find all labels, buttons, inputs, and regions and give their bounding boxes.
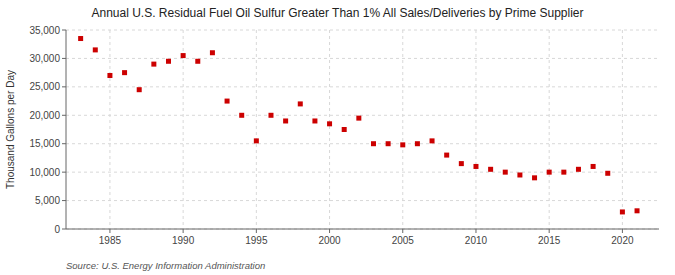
y-tick (62, 58, 66, 59)
y-tick (62, 200, 66, 201)
point (93, 47, 98, 52)
point (298, 101, 303, 106)
grid-line-y (66, 229, 659, 230)
point (137, 87, 142, 92)
x-tick-label: 2010 (465, 235, 488, 246)
grid-line-x (183, 30, 184, 229)
x-tick (183, 229, 184, 233)
point (312, 118, 317, 123)
y-tick-label: 0 (54, 224, 60, 235)
point (225, 99, 230, 104)
point (620, 209, 625, 214)
y-tick (62, 172, 66, 173)
point (78, 36, 83, 41)
grid-line-y (66, 58, 659, 59)
point (547, 170, 552, 175)
y-tick (62, 143, 66, 144)
y-axis-line (66, 30, 67, 229)
x-tick (329, 229, 330, 233)
point (415, 141, 420, 146)
point (386, 141, 391, 146)
point (166, 59, 171, 64)
chart-container: Annual U.S. Residual Fuel Oil Sulfur Gre… (0, 0, 675, 275)
grid-line-x (549, 30, 550, 229)
x-tick (622, 229, 623, 233)
grid-line-y (66, 115, 659, 116)
x-tick (549, 229, 550, 233)
x-tick-label: 2000 (318, 235, 341, 246)
point (488, 167, 493, 172)
point (561, 170, 566, 175)
point (605, 171, 610, 176)
grid-line-x (475, 30, 476, 229)
point (459, 161, 464, 166)
y-axis-label: Thousand Gallons per Day (5, 70, 16, 189)
x-tick-label: 2020 (611, 235, 634, 246)
x-tick (475, 229, 476, 233)
point (532, 175, 537, 180)
grid-line-x (622, 30, 623, 229)
point (342, 127, 347, 132)
point (239, 113, 244, 118)
y-tick (62, 30, 66, 31)
point (503, 170, 508, 175)
point (400, 142, 405, 147)
point (107, 73, 112, 78)
point (122, 70, 127, 75)
point (430, 138, 435, 143)
point (181, 53, 186, 58)
point (635, 208, 640, 213)
x-tick-label: 1985 (99, 235, 122, 246)
grid-line-y (66, 172, 659, 173)
grid-line-x (109, 30, 110, 229)
point (283, 118, 288, 123)
point (444, 153, 449, 158)
axes: 0 5,000 10,000 15,000 20,000 25,000 30,000 35,0… (29, 25, 634, 247)
y-tick-label: 20,000 (29, 110, 60, 121)
point (576, 167, 581, 172)
y-tick-label: 25,000 (29, 81, 60, 92)
point (195, 59, 200, 64)
point (473, 164, 478, 169)
y-tick (62, 115, 66, 116)
grid-line-x (256, 30, 257, 229)
x-tick (256, 229, 257, 233)
title: Annual U.S. Residual Fuel Oil Sulfur Gre… (92, 6, 584, 20)
grid-line-y (66, 200, 659, 201)
grid-line-y (66, 86, 659, 87)
y-tick-label: 10,000 (29, 167, 60, 178)
source: Source: U.S. Energy Information Administ… (66, 260, 265, 271)
grid-line-x (402, 30, 403, 229)
y-tick (62, 86, 66, 87)
y-tick (62, 229, 66, 230)
x-tick-label: 1995 (245, 235, 268, 246)
point (151, 62, 156, 67)
point (591, 164, 596, 169)
x-tick (402, 229, 403, 233)
grid-line-x (329, 30, 330, 229)
y-tick-label: 35,000 (29, 25, 60, 36)
grid (66, 30, 659, 229)
grid-line-y (66, 30, 659, 31)
point (517, 172, 522, 177)
y-tick-label: 30,000 (29, 53, 60, 64)
point (210, 50, 215, 55)
y-tick-label: 15,000 (29, 138, 60, 149)
x-tick-label: 2005 (392, 235, 415, 246)
x-axis-line (66, 229, 659, 230)
point (254, 138, 259, 143)
point (356, 116, 361, 121)
chart: Annual U.S. Residual Fuel Oil Sulfur Gre… (0, 0, 675, 275)
point (268, 113, 273, 118)
grid-line-y (66, 143, 659, 144)
points (78, 36, 639, 214)
x-tick-label: 2015 (538, 235, 561, 246)
x-tick-label: 1990 (172, 235, 195, 246)
x-tick (109, 229, 110, 233)
point (371, 141, 376, 146)
y-tick-label: 5,000 (35, 195, 60, 206)
point (327, 121, 332, 126)
